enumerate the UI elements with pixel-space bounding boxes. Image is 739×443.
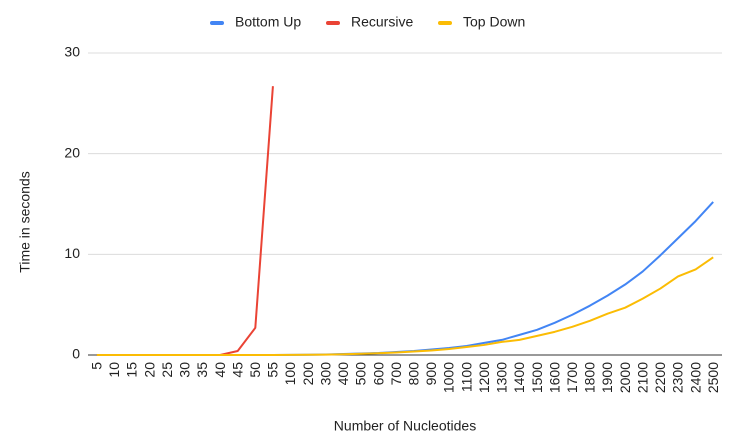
y-axis-title: Time in seconds xyxy=(17,171,33,272)
x-tick-label: 600 xyxy=(370,362,386,386)
series-line xyxy=(96,256,714,356)
x-tick-label: 55 xyxy=(265,362,281,378)
x-tick-label: 20 xyxy=(141,362,157,378)
x-tick-label: 1500 xyxy=(529,362,545,393)
y-tick-label: 0 xyxy=(72,346,80,362)
x-tick-label: 700 xyxy=(388,362,404,386)
x-tick-label: 1700 xyxy=(564,362,580,393)
x-tick-label: 45 xyxy=(229,362,245,378)
y-tick-label: 20 xyxy=(64,144,80,160)
x-tick-label: 900 xyxy=(423,362,439,386)
x-tick-label: 10 xyxy=(106,362,122,378)
x-tick-label: 15 xyxy=(124,362,140,378)
x-tick-label: 2300 xyxy=(670,362,686,393)
x-tick-label: 40 xyxy=(212,362,228,378)
x-tick-label: 800 xyxy=(406,362,422,386)
y-tick-label: 30 xyxy=(64,44,80,60)
x-tick-label: 2400 xyxy=(687,362,703,393)
legend-swatch xyxy=(438,21,452,25)
series-line xyxy=(96,86,274,356)
legend-label: Recursive xyxy=(351,14,413,30)
x-tick-label: 2100 xyxy=(634,362,650,393)
legend-label: Top Down xyxy=(463,14,525,30)
series-line xyxy=(96,201,714,356)
x-tick-label: 1900 xyxy=(599,362,615,393)
x-tick-label: 1000 xyxy=(441,362,457,393)
legend-label: Bottom Up xyxy=(235,14,301,30)
x-tick-label: 50 xyxy=(247,362,263,378)
x-tick-label: 1300 xyxy=(494,362,510,393)
x-tick-label: 1200 xyxy=(476,362,492,393)
x-tick-label: 500 xyxy=(353,362,369,386)
x-tick-label: 200 xyxy=(300,362,316,386)
legend-swatch xyxy=(326,21,340,25)
x-tick-label: 300 xyxy=(317,362,333,386)
x-tick-label: 30 xyxy=(177,362,193,378)
x-tick-label: 35 xyxy=(194,362,210,378)
x-tick-label: 1400 xyxy=(511,362,527,393)
x-tick-label: 5 xyxy=(89,362,105,370)
x-tick-label: 100 xyxy=(282,362,298,386)
x-tick-label: 1100 xyxy=(458,362,474,392)
x-tick-label: 400 xyxy=(335,362,351,386)
legend-swatch xyxy=(210,21,224,25)
x-tick-label: 2000 xyxy=(617,362,633,393)
x-tick-label: 1800 xyxy=(582,362,598,393)
x-tick-label: 1600 xyxy=(546,362,562,393)
x-tick-label: 25 xyxy=(159,362,175,378)
x-tick-label: 2500 xyxy=(705,362,721,393)
y-tick-label: 10 xyxy=(64,245,80,261)
x-tick-label: 2200 xyxy=(652,362,668,393)
x-axis-title: Number of Nucleotides xyxy=(334,418,476,434)
